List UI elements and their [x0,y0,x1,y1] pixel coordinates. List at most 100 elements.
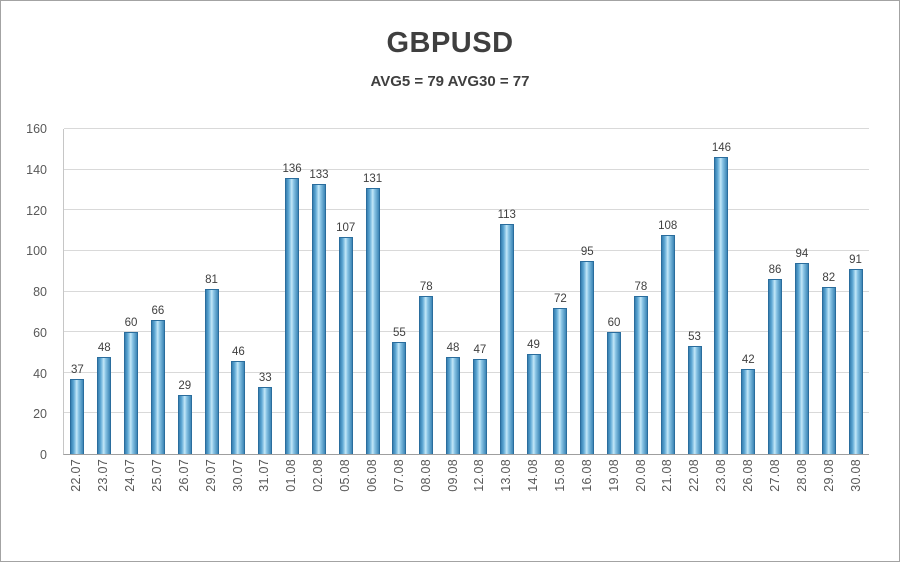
gridline [64,209,869,211]
y-axis: 0 20 40 60 80 100 120 140 160 [1,122,55,462]
bar-slot: 53 [681,129,708,454]
x-axis-tick: 22.08 [681,459,708,523]
bar-06.08 [365,187,380,454]
gridline [64,128,869,129]
x-axis-tick: 26.08 [735,459,762,523]
x-axis-tick-label: 22.07 [69,459,84,492]
x-axis-tick-label: 13.08 [499,459,514,492]
y-axis-tick-label: 120 [26,203,47,218]
bar-slot: 131 [359,129,386,454]
y-axis-tick-label: 100 [26,244,47,259]
bar-value-label: 78 [419,280,433,293]
x-axis-tick: 13.08 [493,459,520,523]
x-axis-tick-label: 29.07 [203,459,218,492]
chart-subtitle: AVG5 = 79 AVG30 = 77 [370,73,530,90]
bar-08.08 [419,295,434,454]
bar-slot: 33 [252,129,279,454]
bar-slot: 136 [279,129,306,454]
bar-slot: 55 [386,129,413,454]
bar-value-label: 46 [232,345,245,358]
bar-value-label: 133 [309,168,329,181]
x-axis-tick-label: 07.08 [391,459,406,492]
bar-slot: 60 [601,129,628,454]
x-axis-tick: 29.08 [815,459,842,523]
x-axis-tick: 07.08 [385,459,412,523]
bar-slot: 29 [171,129,198,454]
x-axis-tick: 15.08 [547,459,574,523]
x-axis-tick: 19.08 [600,459,627,523]
bar-29.07 [204,289,219,454]
x-axis-tick: 31.07 [251,459,278,523]
x-axis-tick-label: 15.08 [553,459,568,492]
bar-value-label: 107 [336,221,356,234]
bar-30.07 [231,360,246,454]
bar-slot: 46 [225,129,252,454]
x-axis-tick: 06.08 [359,459,386,523]
x-axis-tick-label: 06.08 [364,459,379,492]
bar-slot: 94 [789,129,816,454]
x-axis-tick-label: 20.08 [633,459,648,492]
x-axis-tick: 16.08 [573,459,600,523]
x-axis-tick-label: 30.07 [230,459,245,492]
bar-09.08 [446,356,461,454]
x-axis-tick-label: 23.07 [96,459,111,492]
bar-slot: 91 [842,129,869,454]
bar-value-label: 131 [362,172,383,185]
x-axis-tick: 02.08 [305,459,332,523]
bar-value-label: 66 [151,304,165,317]
x-axis-tick-label: 26.08 [741,459,756,492]
bar-slot: 42 [735,129,762,454]
gridline [64,331,869,333]
x-axis-tick-label: 22.08 [687,459,702,492]
bar-26.08 [741,368,756,454]
gridline [64,412,869,414]
bar-value-label: 136 [282,162,302,175]
x-axis-tick: 23.07 [90,459,117,523]
bar-slot: 48 [91,129,118,454]
bar-slot: 78 [628,129,655,454]
bar-slot: 78 [413,129,440,454]
bar-value-label: 48 [446,341,460,354]
x-axis-tick-label: 28.08 [794,459,809,492]
x-axis-tick: 30.08 [842,459,869,523]
bar-16.08 [580,261,595,454]
bar-slot: 66 [145,129,172,454]
x-axis-tick-label: 27.08 [767,459,782,492]
bar-value-label: 81 [205,274,218,287]
x-axis-tick: 12.08 [466,459,493,523]
bar-01.08 [285,177,300,454]
x-axis-tick-label: 16.08 [579,459,594,492]
x-axis-tick-label: 26.07 [176,459,191,492]
y-axis-tick-label: 140 [26,162,47,177]
y-axis-tick-label: 0 [40,448,47,462]
bar-20.08 [633,295,648,454]
bar-24.07 [124,332,139,454]
x-axis-tick-label: 30.08 [848,459,863,492]
x-axis-tick-label: 01.08 [284,459,299,492]
bar-value-label: 29 [178,380,192,393]
bar-slot: 49 [520,129,547,454]
gridline [64,168,869,170]
bar-31.07 [258,386,273,454]
x-axis: 22.07 23.07 24.07 25.07 26.07 29.07 30.07 31.07… [63,456,869,520]
bar-19.08 [607,332,622,454]
x-axis-tick: 21.08 [654,459,681,523]
bar-29.08 [821,287,836,454]
bar-value-label: 91 [849,254,862,267]
bar-value-label: 60 [607,317,621,330]
bar-26.07 [177,395,192,454]
bar-slot: 48 [440,129,467,454]
bar-13.08 [499,224,514,454]
gridline [64,249,869,251]
gridline [64,371,869,373]
bar-22.07 [70,378,85,454]
bar-value-label: 53 [688,331,701,344]
bar-slot: 133 [306,129,333,454]
bar-value-label: 49 [527,339,540,352]
bar-25.07 [150,319,165,454]
bar-slot: 107 [332,129,359,454]
x-axis-tick-label: 05.08 [338,459,353,492]
bar-slot: 146 [708,129,735,454]
y-axis-tick-label: 20 [33,407,47,422]
